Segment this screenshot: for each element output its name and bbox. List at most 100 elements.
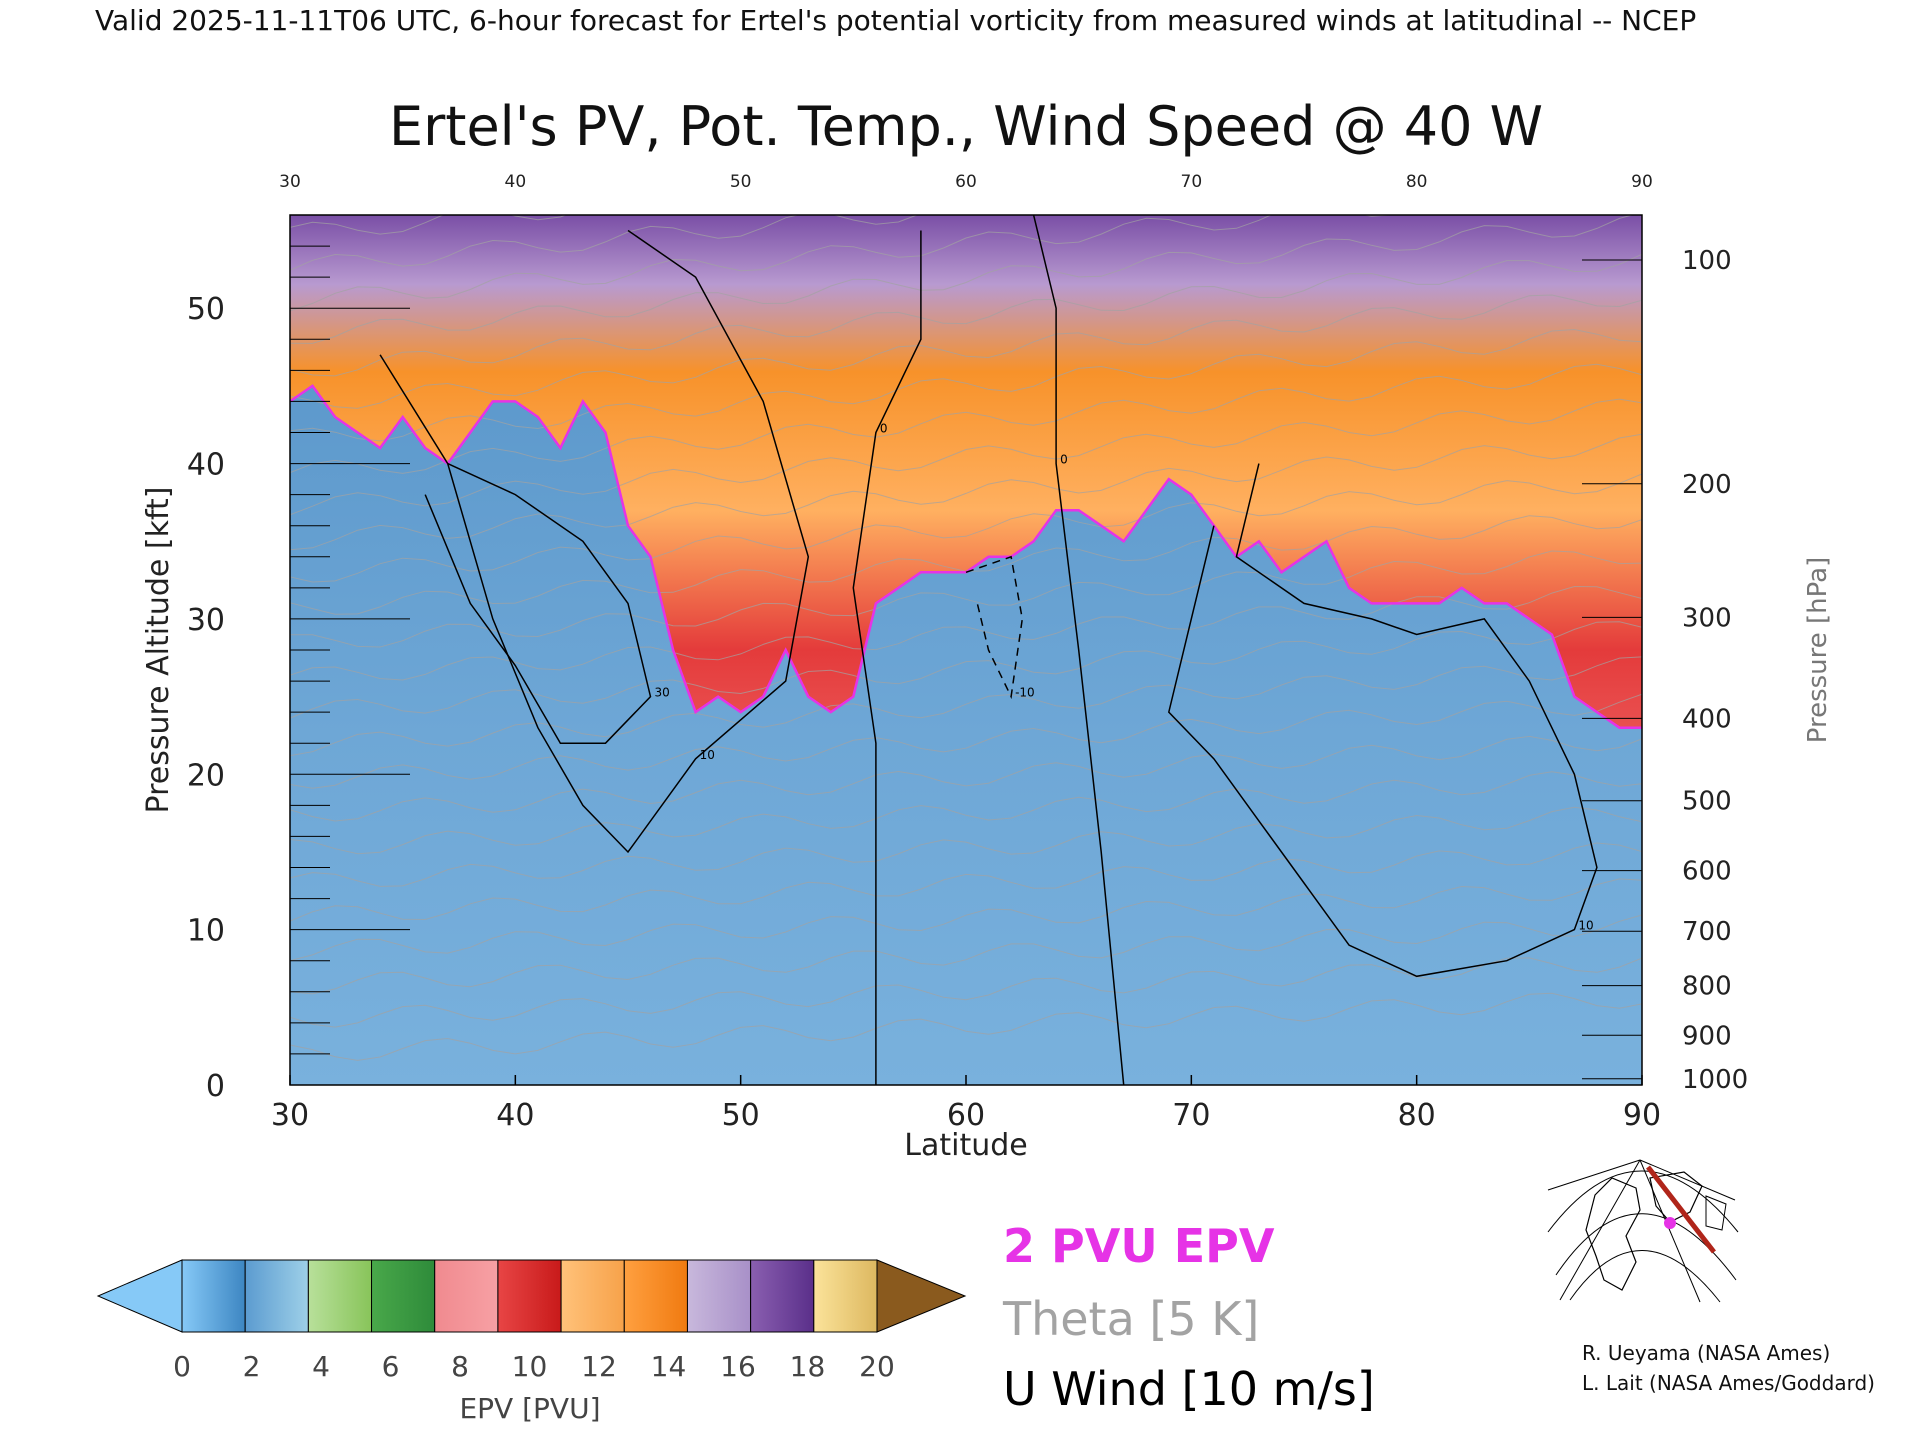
x-axis-top: 30 40 50 60 70 80 90 <box>279 172 1653 192</box>
theta-contour-line <box>290 992 1642 1061</box>
y-tick-label: 10 <box>187 914 225 949</box>
x-tick-label: 40 <box>496 1098 534 1133</box>
theta-contour-line <box>290 914 1642 995</box>
y-axis-left: 0 10 20 30 40 50 <box>187 214 410 1104</box>
credit-line-2: L. Lait (NASA Ames/Goddard) <box>1582 1371 1875 1395</box>
wind-contour-line <box>1032 215 1125 1085</box>
colorbar-label: EPV [PVU] <box>459 1392 600 1425</box>
u-wind-contours: 30 10 10 0 0 -10 <box>379 215 1598 1085</box>
x-tick-label: 80 <box>1398 1098 1436 1133</box>
x-tick-label: 30 <box>271 1098 309 1133</box>
theta-contour-line <box>290 398 1642 516</box>
chart-title: Ertel's PV, Pot. Temp., Wind Speed @ 40 … <box>389 95 1543 158</box>
colorbar-bin <box>686 1259 752 1333</box>
y-axis-left-label: Pressure Altitude [kft] <box>141 487 176 814</box>
x-axis-bottom: 30 40 50 60 70 80 90 <box>271 1075 1661 1133</box>
x-top-tick-label: 30 <box>279 172 301 192</box>
theta-contour-line <box>290 878 1642 962</box>
valid-header: Valid 2025-11-11T06 UTC, 6-hour forecast… <box>95 4 1696 37</box>
theta-contour-line <box>290 215 1395 312</box>
theta-contour-line <box>290 215 567 235</box>
colorbar-tick-label: 14 <box>651 1350 687 1383</box>
x-top-tick-label: 50 <box>730 172 752 192</box>
x-tick-label: 50 <box>722 1098 760 1133</box>
theta-contour-line <box>290 656 1642 757</box>
colorbar-bin <box>623 1259 688 1333</box>
theta-contour-line <box>290 621 1642 719</box>
legend-pv: 2 PVU EPV <box>1003 1219 1275 1273</box>
theta-contour-line <box>290 215 919 271</box>
theta-contour-line <box>290 771 1642 855</box>
colorbar-under-triangle <box>96 1259 183 1333</box>
pressure-tick-label: 600 <box>1682 857 1732 887</box>
theta-contour-line <box>290 433 1642 551</box>
legend: 2 PVU EPV Theta [5 K] U Wind [10 m/s] <box>1002 1219 1375 1416</box>
x-tick-label: 90 <box>1623 1098 1661 1133</box>
colorbar-bin <box>497 1259 562 1333</box>
x-top-tick-label: 80 <box>1406 172 1428 192</box>
colorbar-tick-label: 0 <box>173 1350 191 1383</box>
colorbar-tick-label: 18 <box>790 1350 826 1383</box>
colorbar: 0 2 4 6 8 10 12 14 16 18 20 EPV [PVU] <box>96 1259 967 1425</box>
theta-contour-line <box>290 215 1634 344</box>
y-tick-label: 40 <box>187 448 225 483</box>
theta-contour-line <box>290 550 1642 648</box>
colorbar-tick-label: 8 <box>451 1350 469 1383</box>
theta-contour-line <box>290 842 1642 922</box>
x-tick-label: 70 <box>1172 1098 1210 1133</box>
y-axis-right: 100 200 300 400 500 600 700 800 900 1000 <box>1582 246 1748 1095</box>
theta-contour-line <box>290 957 1642 1028</box>
theta-contour-line <box>290 294 1642 409</box>
colorbar-tick-label: 4 <box>312 1350 330 1383</box>
theta-contour-line <box>290 473 1642 583</box>
x-top-tick-label: 90 <box>1631 172 1653 192</box>
wind-contour-line <box>1167 463 1598 978</box>
troposphere-field <box>290 385 1642 1085</box>
wind-contour-line <box>424 462 652 744</box>
theta-contour-line <box>290 363 1642 474</box>
y-tick-label: 0 <box>206 1069 225 1104</box>
pressure-tick-label: 700 <box>1682 917 1732 947</box>
colorbar-bin <box>371 1259 436 1333</box>
legend-theta: Theta [5 K] <box>1002 1292 1259 1346</box>
colorbar-over-triangle <box>876 1259 967 1333</box>
colorbar-bin <box>750 1259 815 1333</box>
colorbar-bin <box>181 1259 246 1333</box>
colorbar-tick-label: 20 <box>859 1350 895 1383</box>
theta-contour-line <box>290 253 1642 377</box>
x-top-tick-label: 60 <box>955 172 977 192</box>
theta-contour-line <box>290 735 1642 822</box>
colorbar-bins <box>181 1259 878 1333</box>
colorbar-tick-label: 16 <box>720 1350 756 1383</box>
colorbar-bin <box>560 1259 625 1333</box>
y-tick-label: 50 <box>187 292 225 327</box>
colorbar-tick-label: 6 <box>382 1350 400 1383</box>
pressure-tick-label: 1000 <box>1682 1065 1748 1095</box>
x-tick-label: 60 <box>947 1098 985 1133</box>
wind-contour-line <box>379 229 810 854</box>
x-axis-label: Latitude <box>904 1128 1027 1163</box>
theta-contour-line <box>290 585 1642 681</box>
y-tick-label: 20 <box>187 758 225 793</box>
location-map <box>1542 1155 1740 1303</box>
pressure-tick-label: 100 <box>1682 246 1732 276</box>
theta-contour-line <box>290 806 1642 887</box>
colorbar-tick-label: 2 <box>243 1350 261 1383</box>
pressure-tick-label: 900 <box>1682 1021 1732 1051</box>
colorbar-bin <box>813 1259 878 1333</box>
wind-contour-label: 10 <box>700 748 715 762</box>
colorbar-tick-labels: 0 2 4 6 8 10 12 14 16 18 20 <box>173 1350 895 1383</box>
wind-contour-label: 30 <box>655 686 670 700</box>
colorbar-bin <box>244 1259 309 1333</box>
legend-wind: U Wind [10 m/s] <box>1003 1362 1375 1416</box>
wind-contour-label: 10 <box>1578 919 1593 933</box>
pressure-tick-label: 500 <box>1682 787 1732 817</box>
theta-contours <box>290 215 1642 1061</box>
theta-contour-line <box>290 693 1642 789</box>
y-tick-label: 30 <box>187 603 225 638</box>
wind-contour-label: 0 <box>880 422 888 436</box>
colorbar-tick-label: 10 <box>512 1350 548 1383</box>
x-top-tick-label: 70 <box>1181 172 1203 192</box>
plot-area: 30 10 10 0 0 -10 <box>290 215 1642 1085</box>
